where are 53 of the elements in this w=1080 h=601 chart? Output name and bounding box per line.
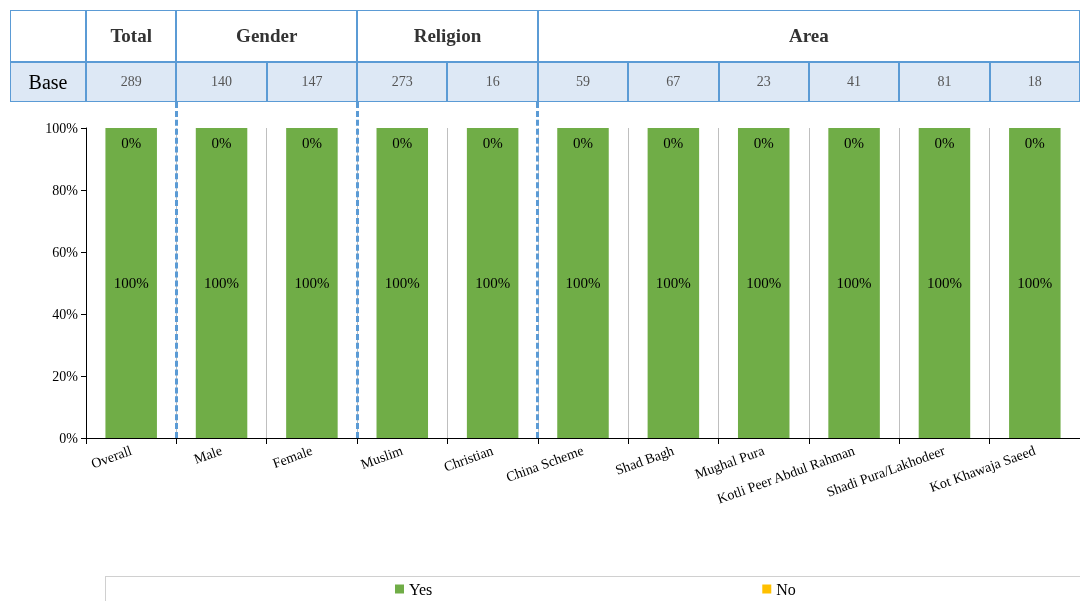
data-label: 100% — [294, 275, 330, 291]
text: Total — [86, 10, 177, 62]
data-label: 100% — [113, 275, 149, 291]
y-tick-label: 100% — [45, 120, 79, 136]
text: 41 — [808, 62, 900, 102]
data-label: 0% — [392, 134, 413, 151]
x-tick-label: China Scheme — [504, 442, 586, 485]
x-tick-label: Christian — [441, 442, 496, 475]
data-label: 0% — [934, 134, 955, 151]
text: 18 — [989, 62, 1080, 102]
x-tick-label: Male — [191, 442, 225, 467]
data-label: 0% — [211, 134, 232, 151]
text: 59 — [537, 62, 629, 102]
legend-label: Yes — [409, 580, 433, 598]
data-label: 100% — [475, 275, 511, 291]
data-label: 100% — [926, 275, 962, 291]
text: Religion — [357, 10, 538, 62]
text: 67 — [628, 62, 719, 102]
text: 273 — [357, 62, 448, 102]
text: 140 — [176, 62, 267, 102]
text: 147 — [266, 62, 358, 102]
data-label: 100% — [836, 275, 872, 291]
legend-label: No — [776, 580, 796, 598]
text: Base — [10, 62, 86, 102]
x-tick-label: Female — [270, 442, 315, 472]
data-label: 0% — [482, 134, 503, 151]
data-label: 100% — [746, 275, 782, 291]
x-tick-label: Shad Bagh — [613, 442, 676, 478]
text: Gender — [176, 10, 358, 62]
y-tick-label: 80% — [52, 182, 79, 198]
text: 289 — [86, 62, 177, 102]
text: 16 — [447, 62, 538, 102]
y-tick-label: 0% — [59, 430, 79, 446]
x-tick-label: Overall — [89, 442, 134, 472]
y-tick-label: 40% — [52, 306, 79, 322]
data-label: 100% — [384, 275, 420, 291]
data-label: 0% — [663, 134, 684, 151]
data-label: 0% — [573, 134, 593, 151]
data-label: 100% — [204, 275, 240, 291]
data-label: 0% — [844, 134, 865, 151]
data-label: 0% — [301, 134, 322, 151]
y-tick-label: 60% — [52, 244, 79, 260]
data-label: 0% — [753, 134, 774, 151]
data-label: 100% — [1017, 275, 1053, 291]
data-label: 100% — [655, 275, 691, 291]
x-tick-label: Muslim — [358, 442, 405, 472]
text: 81 — [899, 62, 990, 102]
data-label: 0% — [121, 134, 142, 151]
data-label: 0% — [1024, 134, 1045, 151]
data-label: 100% — [565, 275, 601, 291]
y-tick-label: 20% — [52, 368, 79, 384]
text: 23 — [718, 62, 809, 102]
text: Area — [537, 10, 1080, 62]
